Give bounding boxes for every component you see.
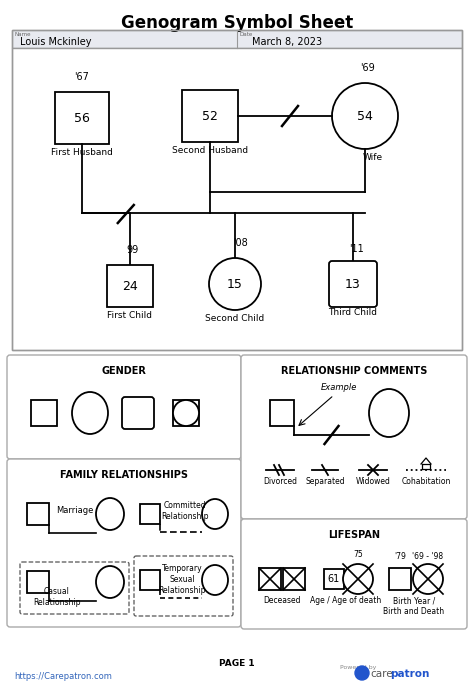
Bar xyxy=(389,568,411,590)
Bar xyxy=(12,30,462,350)
Ellipse shape xyxy=(369,389,409,437)
Text: Birth Year /
Birth and Death: Birth Year / Birth and Death xyxy=(383,596,445,616)
Text: '69: '69 xyxy=(360,63,375,73)
Text: Date: Date xyxy=(240,31,253,37)
Text: Genogram Symbol Sheet: Genogram Symbol Sheet xyxy=(121,14,353,32)
Text: Louis Mckinley: Louis Mckinley xyxy=(20,37,91,47)
Text: 52: 52 xyxy=(202,110,218,123)
Ellipse shape xyxy=(202,499,228,529)
Ellipse shape xyxy=(209,258,261,310)
FancyBboxPatch shape xyxy=(7,459,241,627)
Text: PAGE 1: PAGE 1 xyxy=(219,659,255,668)
Bar xyxy=(107,265,153,307)
Text: https://Carepatron.com: https://Carepatron.com xyxy=(14,672,112,681)
Bar xyxy=(27,503,49,525)
Text: patron: patron xyxy=(390,669,429,679)
Text: 61: 61 xyxy=(328,574,340,584)
Ellipse shape xyxy=(96,566,124,598)
Text: 24: 24 xyxy=(122,280,138,293)
Text: Wife: Wife xyxy=(363,153,383,162)
Text: Separated: Separated xyxy=(305,477,345,486)
Bar xyxy=(173,400,199,426)
Text: Widowed: Widowed xyxy=(356,477,391,486)
Ellipse shape xyxy=(332,83,398,149)
Text: 75: 75 xyxy=(353,550,363,559)
Text: Divorced: Divorced xyxy=(263,477,297,486)
Ellipse shape xyxy=(202,565,228,595)
Text: Casual
Relationship: Casual Relationship xyxy=(33,587,81,607)
Ellipse shape xyxy=(355,666,369,680)
Text: Third Child: Third Child xyxy=(328,308,377,317)
Ellipse shape xyxy=(343,564,373,594)
Text: '08: '08 xyxy=(233,238,248,248)
Text: Second Child: Second Child xyxy=(205,314,264,323)
Text: 56: 56 xyxy=(74,111,90,125)
Bar xyxy=(324,569,344,589)
Text: GENDER: GENDER xyxy=(101,366,146,376)
Bar xyxy=(259,568,281,590)
Text: 13: 13 xyxy=(345,278,361,291)
FancyBboxPatch shape xyxy=(329,261,377,307)
Text: Age / Age of death: Age / Age of death xyxy=(310,596,382,605)
Bar xyxy=(55,92,109,144)
Text: Deceased: Deceased xyxy=(263,596,301,605)
FancyBboxPatch shape xyxy=(241,519,467,629)
Text: March 8, 2023: March 8, 2023 xyxy=(252,37,322,47)
Text: 54: 54 xyxy=(357,110,373,123)
FancyBboxPatch shape xyxy=(241,355,467,519)
Text: '11: '11 xyxy=(349,244,364,254)
Ellipse shape xyxy=(72,392,108,434)
Text: Temporary
Sexual
Relationship: Temporary Sexual Relationship xyxy=(158,564,206,595)
Text: Example: Example xyxy=(321,383,357,393)
Bar xyxy=(12,30,462,48)
Text: '79: '79 xyxy=(394,552,406,561)
Text: Powered by: Powered by xyxy=(340,665,376,670)
Text: LIFESPAN: LIFESPAN xyxy=(328,530,380,540)
Text: First Child: First Child xyxy=(108,311,153,320)
Text: Cohabitation: Cohabitation xyxy=(401,477,451,486)
FancyBboxPatch shape xyxy=(122,397,154,429)
Bar xyxy=(31,400,57,426)
Bar xyxy=(140,504,160,524)
Text: RELATIONSHIP COMMENTS: RELATIONSHIP COMMENTS xyxy=(281,366,427,376)
Bar xyxy=(182,90,238,142)
Ellipse shape xyxy=(173,400,199,426)
Text: '69 - '98: '69 - '98 xyxy=(412,552,444,561)
Text: First Husband: First Husband xyxy=(51,148,113,157)
Text: 99: 99 xyxy=(126,245,138,255)
Text: Second Husband: Second Husband xyxy=(172,146,248,155)
Ellipse shape xyxy=(413,564,443,594)
Text: Name: Name xyxy=(15,31,31,37)
Ellipse shape xyxy=(96,498,124,530)
Text: Marriage: Marriage xyxy=(56,506,94,515)
Bar xyxy=(12,48,462,350)
Bar xyxy=(270,400,294,426)
Bar xyxy=(27,571,49,593)
Text: '67: '67 xyxy=(74,72,89,82)
Bar xyxy=(140,570,160,590)
Text: care: care xyxy=(370,669,392,679)
Text: FAMILY RELATIONSHIPS: FAMILY RELATIONSHIPS xyxy=(60,470,188,480)
FancyBboxPatch shape xyxy=(7,355,241,459)
Text: 15: 15 xyxy=(227,278,243,291)
Bar xyxy=(283,568,305,590)
Text: Committed
Relationship: Committed Relationship xyxy=(161,501,209,521)
